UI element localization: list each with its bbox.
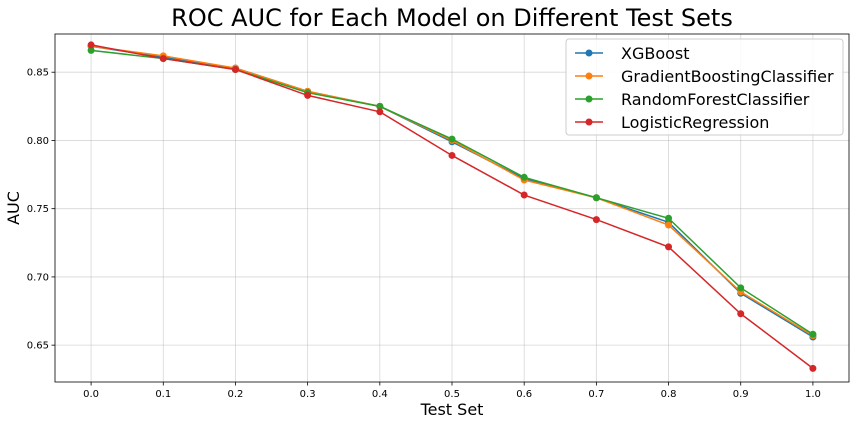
y-tick-label: 0.85	[27, 68, 49, 79]
data-point	[520, 191, 528, 199]
y-tick-label: 0.70	[27, 272, 49, 283]
y-axis-label: AUC	[4, 191, 23, 225]
legend-marker	[585, 49, 593, 57]
x-tick-label: 1.0	[805, 389, 821, 400]
x-tick-label: 0.5	[444, 389, 460, 400]
data-point	[376, 102, 384, 110]
data-point	[665, 243, 673, 251]
data-point	[231, 65, 239, 73]
x-tick-label: 0.4	[372, 389, 388, 400]
x-axis-ticks: 0.0 0.1 0.2 0.3 0.4 0.5 0.6 0.7 0.8 0.9 1.0	[83, 382, 821, 400]
legend-entry: RandomForestClassifier	[575, 90, 810, 109]
data-point	[448, 151, 456, 159]
x-tick-label: 0.1	[155, 389, 171, 400]
data-point	[737, 284, 745, 292]
data-point	[809, 364, 817, 372]
y-axis-ticks: 0.65 0.70 0.75 0.80 0.85	[27, 68, 55, 352]
data-point	[376, 108, 384, 116]
legend-entry: GradientBoostingClassifier	[575, 67, 834, 86]
x-axis-label: Test Set	[420, 400, 484, 419]
data-point	[809, 330, 817, 338]
data-point	[737, 310, 745, 318]
data-point	[448, 135, 456, 143]
legend-entry: XGBoost	[575, 44, 690, 63]
data-point	[592, 216, 600, 224]
y-tick-label: 0.80	[27, 136, 49, 147]
data-point	[520, 173, 528, 181]
legend-label: XGBoost	[621, 44, 690, 63]
data-point	[304, 91, 312, 99]
series-LogisticRegression	[87, 41, 817, 372]
data-point	[159, 55, 167, 63]
x-tick-label: 0.7	[588, 389, 604, 400]
legend-marker	[585, 72, 593, 80]
legend-label: GradientBoostingClassifier	[621, 67, 834, 86]
legend-marker	[585, 95, 593, 103]
legend-label: LogisticRegression	[621, 113, 769, 132]
data-point	[665, 214, 673, 222]
chart-title: ROC AUC for Each Model on Different Test…	[171, 4, 733, 32]
x-tick-label: 0.3	[300, 389, 316, 400]
legend: XGBoost GradientBoostingClassifier RandomF…	[565, 38, 844, 136]
y-tick-label: 0.65	[27, 341, 49, 352]
data-point	[87, 46, 95, 54]
x-tick-label: 0.0	[83, 389, 99, 400]
series-lines	[87, 41, 817, 372]
legend-marker	[585, 118, 593, 126]
legend-entry: LogisticRegression	[575, 113, 769, 132]
data-point	[665, 221, 673, 229]
legend-label: RandomForestClassifier	[621, 90, 810, 109]
x-tick-label: 0.9	[733, 389, 749, 400]
data-point	[87, 41, 95, 49]
y-tick-label: 0.75	[27, 204, 49, 215]
legend-box	[565, 38, 844, 136]
x-tick-label: 0.2	[228, 389, 244, 400]
x-tick-label: 0.6	[516, 389, 532, 400]
data-point	[592, 194, 600, 202]
x-tick-label: 0.8	[661, 389, 677, 400]
